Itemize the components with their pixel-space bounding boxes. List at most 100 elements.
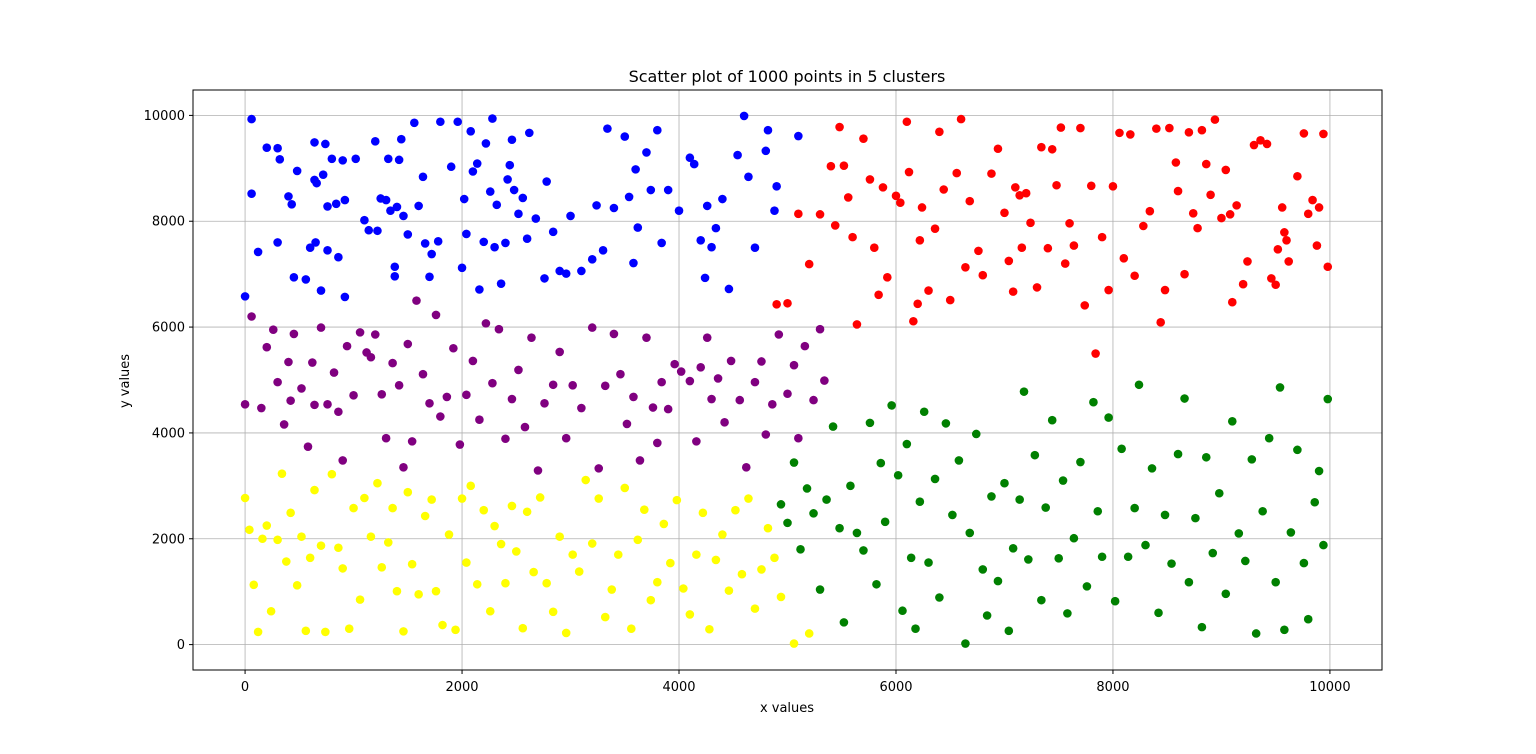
data-point <box>971 429 981 439</box>
data-point <box>902 439 912 449</box>
data-point <box>399 463 408 472</box>
data-point <box>876 458 886 468</box>
data-point <box>796 545 805 554</box>
data-point <box>653 577 662 587</box>
data-point <box>846 481 855 491</box>
data-point <box>1086 181 1096 191</box>
data-point <box>835 122 844 132</box>
data-point <box>902 117 912 127</box>
data-point <box>750 243 760 253</box>
data-point <box>737 569 747 579</box>
data-point <box>1201 452 1211 462</box>
data-point <box>240 400 250 409</box>
data-point <box>1165 123 1174 133</box>
data-point <box>253 627 263 637</box>
data-point <box>468 356 478 366</box>
data-point <box>835 523 844 533</box>
data-point <box>1000 208 1009 218</box>
data-point <box>355 595 365 604</box>
data-point <box>442 392 452 402</box>
data-point <box>310 400 319 410</box>
data-point <box>804 259 814 269</box>
data-point <box>603 124 612 133</box>
data-point <box>935 127 944 137</box>
data-point <box>488 378 497 388</box>
data-point <box>284 192 293 201</box>
data-point <box>444 530 454 539</box>
data-point <box>1323 394 1333 404</box>
data-point <box>1060 259 1070 268</box>
data-point <box>1267 274 1276 283</box>
data-point <box>514 209 523 219</box>
data-point <box>783 389 792 399</box>
data-point <box>457 494 467 503</box>
data-point <box>1134 380 1144 390</box>
data-point <box>685 153 695 163</box>
data-point <box>646 595 656 605</box>
data-point <box>351 154 361 164</box>
data-point <box>577 403 586 413</box>
data-point <box>310 485 319 495</box>
data-point <box>1008 287 1018 296</box>
data-point <box>1065 219 1074 228</box>
data-point <box>394 155 404 165</box>
data-point <box>399 211 408 221</box>
data-point <box>1076 123 1085 133</box>
data-point <box>344 624 354 634</box>
data-point <box>427 249 436 259</box>
data-point <box>1314 466 1324 476</box>
data-point <box>505 160 515 170</box>
data-point <box>839 618 849 627</box>
data-point <box>1130 503 1139 513</box>
data-point <box>1303 614 1313 624</box>
data-point <box>1069 241 1079 250</box>
data-point <box>548 607 558 617</box>
data-point <box>707 242 716 252</box>
data-point <box>316 286 326 295</box>
data-point <box>1008 543 1018 553</box>
data-point <box>561 269 571 278</box>
data-point <box>323 246 332 255</box>
data-point <box>935 593 944 602</box>
data-point <box>240 292 250 301</box>
data-point <box>355 328 365 337</box>
data-point <box>373 478 382 488</box>
data-point <box>1052 180 1061 190</box>
y-tick-label: 4000 <box>152 426 185 441</box>
data-point <box>1210 115 1220 124</box>
data-point <box>620 132 630 141</box>
data-point <box>670 359 679 369</box>
data-point <box>420 239 430 248</box>
data-point <box>305 243 315 253</box>
data-point <box>941 419 951 428</box>
data-point <box>954 456 964 465</box>
data-point <box>642 333 651 342</box>
data-point <box>880 517 890 527</box>
data-point <box>587 255 597 264</box>
data-point <box>273 535 282 545</box>
data-point <box>1037 595 1046 605</box>
data-point <box>511 547 521 556</box>
data-point <box>930 224 940 233</box>
data-point <box>262 342 272 352</box>
data-point <box>1160 285 1170 295</box>
data-point <box>381 433 391 443</box>
data-point <box>865 175 875 184</box>
data-point <box>481 139 491 148</box>
data-point <box>804 629 814 638</box>
data-point <box>501 434 510 444</box>
data-point <box>1082 582 1092 591</box>
data-point <box>1280 625 1289 635</box>
grid-lines <box>193 90 1382 670</box>
y-axis-ticks: 0 2000 4000 6000 8000 10000 <box>144 109 193 653</box>
data-point <box>757 565 766 574</box>
data-point <box>507 135 517 145</box>
data-point <box>381 195 391 205</box>
data-point <box>965 528 975 538</box>
data-point <box>1243 257 1252 266</box>
data-point <box>386 206 395 215</box>
data-point <box>800 341 810 351</box>
data-point <box>1063 609 1072 618</box>
data-point <box>961 639 970 648</box>
